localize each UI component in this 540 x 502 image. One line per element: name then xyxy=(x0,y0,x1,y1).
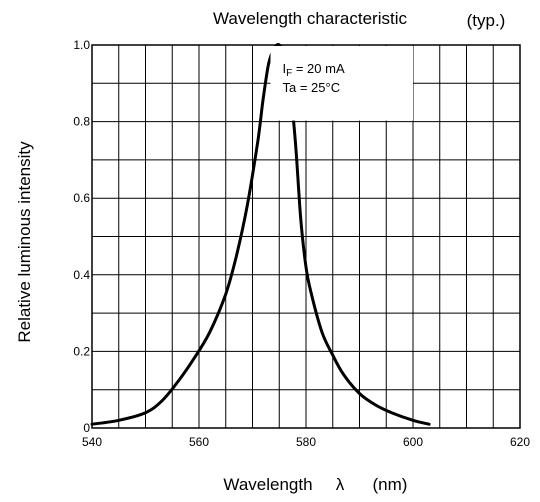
conditions-box xyxy=(270,46,413,121)
condition-current-value: = 20 mA xyxy=(292,61,345,76)
plot-frame xyxy=(91,44,521,429)
condition-current-subscript: F xyxy=(286,68,292,79)
x-axis-unit: (nm) xyxy=(373,475,408,494)
x-tick-label: 580 xyxy=(296,435,316,449)
x-tick-label: 560 xyxy=(189,435,209,449)
y-tick-label: 1.0 xyxy=(73,38,90,52)
y-axis-title: Relative luminous intensity xyxy=(15,141,34,343)
y-tick-label: 0.8 xyxy=(73,115,90,129)
x-axis-symbol: λ xyxy=(336,475,345,494)
y-tick-label: 0.4 xyxy=(73,268,90,282)
condition-current-symbol: I xyxy=(283,61,287,76)
x-tick-label: 600 xyxy=(403,435,423,449)
series-line-relative-luminous-intensity xyxy=(90,43,431,426)
x-tick-label: 620 xyxy=(510,435,530,449)
x-tick-label: 540 xyxy=(82,435,102,449)
condition-ambient-temperature: Ta = 25°C xyxy=(283,80,341,95)
chart-subtitle: (typ.) xyxy=(467,11,506,30)
y-tick-label: 0 xyxy=(83,421,90,435)
y-tick-label: 0.2 xyxy=(73,344,90,358)
chart-title: Wavelength characteristic xyxy=(213,9,408,28)
condition-forward-current: IF = 20 mA xyxy=(283,61,345,79)
tick-labels: 540 560 580 600 620 0 0.2 0.4 0.6 0.8 1.0 xyxy=(73,38,530,449)
x-axis-title: Wavelength xyxy=(223,475,312,494)
y-tick-label: 0.6 xyxy=(73,191,90,205)
